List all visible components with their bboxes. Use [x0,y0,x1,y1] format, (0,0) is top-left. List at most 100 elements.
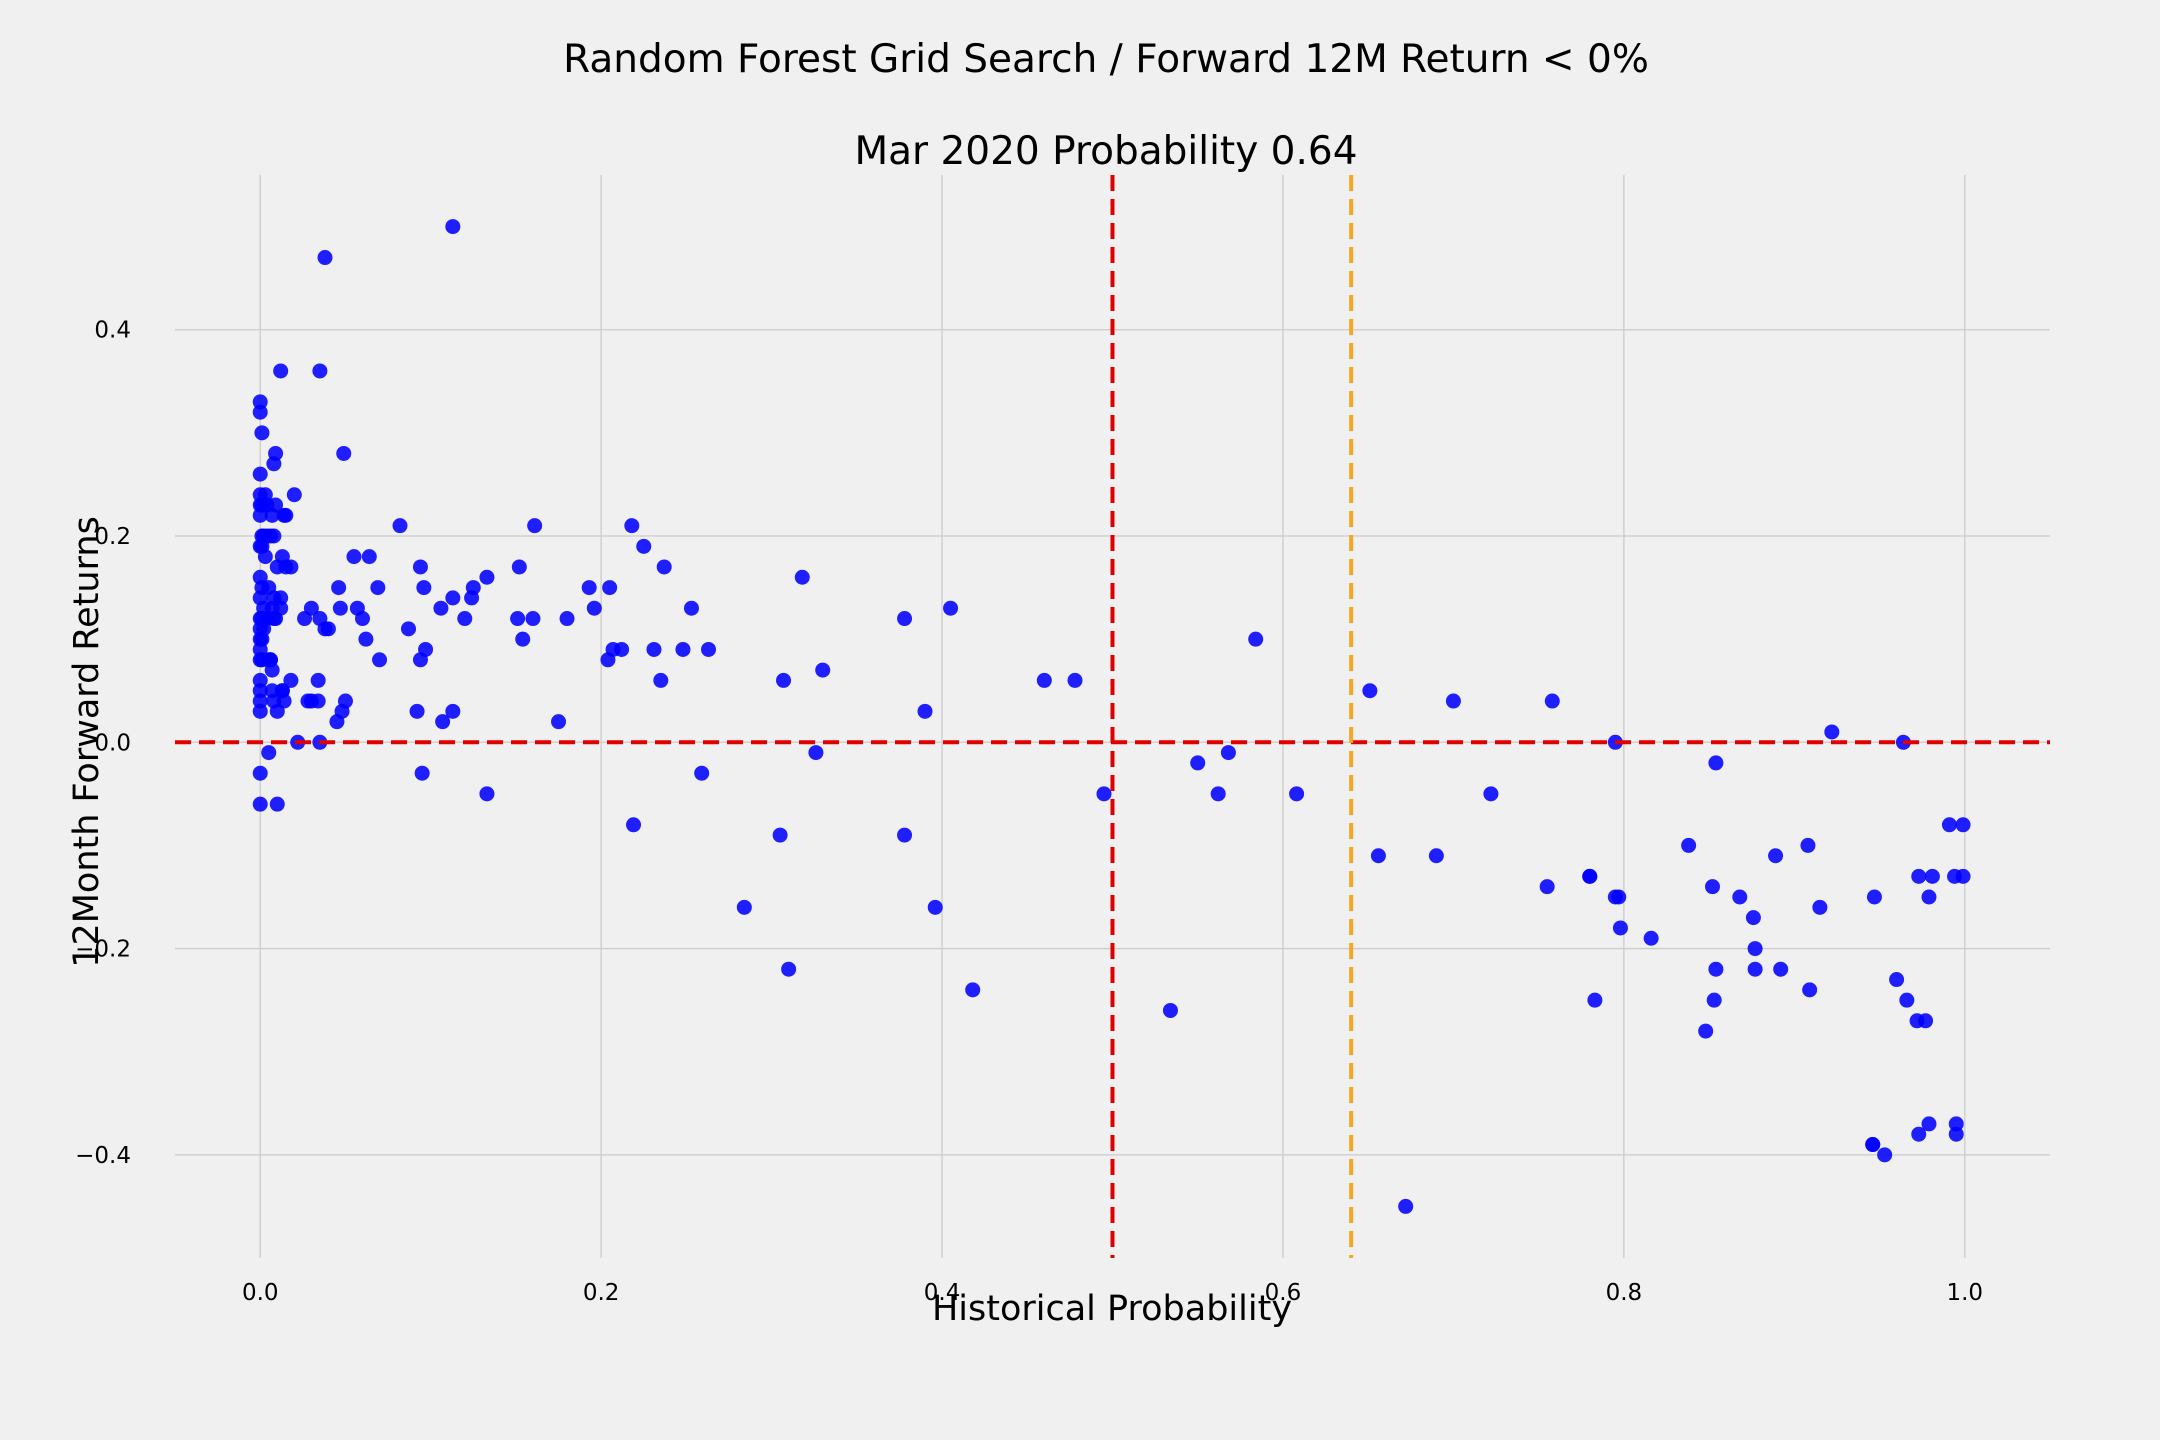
scatter-point [1036,672,1052,688]
scatter-point [897,827,913,843]
scatter-point [701,641,717,657]
scatter-point [269,703,285,719]
scatter-point [1948,1116,1964,1132]
scatter-point [312,363,328,379]
scatter-point [257,549,273,565]
scatter-point [310,672,326,688]
scatter-point [337,693,353,709]
scatter-point [401,621,417,637]
scatter-point [1681,837,1697,853]
scatter-point [303,600,319,616]
scatter-point [527,518,543,534]
scatter-point [1289,786,1305,802]
scatter-point [1955,868,1971,884]
scatter-point [1587,992,1603,1008]
scatter-point [261,745,277,761]
x-axis-label: Historical Probability [932,1289,1292,1329]
scatter-point [586,600,602,616]
y-tick-label: 0.0 [94,730,131,756]
scatter-point [1747,941,1763,957]
scatter-point [636,538,652,554]
scatter-point [1705,879,1720,895]
scatter-point [581,580,597,596]
scatter-point [276,507,292,523]
scatter-point [329,714,345,730]
x-tick-label: 0.6 [1265,1280,1302,1306]
scatter-point [965,982,981,998]
scatter-point [1865,1137,1881,1153]
scatter-point [1911,868,1927,884]
scatter-point [1220,745,1236,761]
scatter-point [1708,755,1724,771]
scatter-point [416,580,432,596]
scatter-point [317,621,333,637]
scatter-point [1611,889,1627,905]
scatter-point [1773,961,1789,977]
y-tick-label: 0.2 [94,524,131,550]
scatter-point [781,961,797,977]
scatter-point [1398,1198,1414,1214]
scatter-point [479,786,495,802]
scatter-point [515,631,531,647]
scatter-point [653,672,669,688]
scatter-point [269,796,285,812]
scatter-point [1067,672,1083,688]
scatter-point [525,611,541,627]
scatter-point [1948,1126,1964,1142]
scatter-point [1698,1023,1714,1039]
scatter-point [264,507,280,523]
scatter-point [1866,889,1882,905]
scatter-point [252,765,268,781]
scatter-point [278,559,294,575]
scatter-point [1911,1126,1927,1142]
scatter-point [1877,1147,1893,1163]
scatter-point [551,714,567,730]
x-tick-label: 0.4 [924,1280,961,1306]
scatter-point [1824,724,1840,740]
scatter-point [675,641,691,657]
scatter-point [1445,693,1461,709]
x-tick-label: 0.0 [242,1280,279,1306]
scatter-point [252,404,268,420]
y-tick-label: 0.4 [94,318,131,344]
scatter-point [445,219,461,235]
scatter-point [361,549,377,565]
scatter-point [1909,1013,1925,1029]
scatter-point [370,580,386,596]
x-gridlines [259,175,1966,1258]
scatter-point [457,611,473,627]
scatter-point [1370,848,1386,864]
x-tick-label: 1.0 [1946,1280,1983,1306]
scatter-point [273,363,289,379]
scatter-point [1800,837,1816,853]
scatter-point [559,611,575,627]
scatter-point [1899,992,1915,1008]
scatter-point [943,600,959,616]
scatter-point [1544,693,1560,709]
scatter-point [656,559,672,575]
scatter-point [683,600,699,616]
scatter-point [1921,889,1937,905]
scatter-point [1362,683,1378,699]
scatter-point [283,672,299,688]
x-tick-label: 0.2 [583,1280,620,1306]
scatter-point [331,580,347,596]
x-tick-label: 0.8 [1606,1280,1643,1306]
scatter-point [1643,930,1659,946]
scatter-point [355,611,370,627]
scatter-point [332,600,348,616]
y-tick-label: −0.2 [75,937,131,963]
scatter-point [433,600,449,616]
scatter-point [252,466,268,482]
scatter-point [266,611,282,627]
scatter-point [1428,848,1444,864]
scatter-point [1162,1002,1178,1018]
scatter-point [694,765,710,781]
scatter-point [772,827,788,843]
y-axis-label: 12Month Forward Returns [67,516,107,968]
scatter-point [776,672,792,688]
chart-title: Random Forest Grid Search / Forward 12M … [563,37,1649,82]
scatter-point [1190,755,1206,771]
scatter-point [1483,786,1499,802]
